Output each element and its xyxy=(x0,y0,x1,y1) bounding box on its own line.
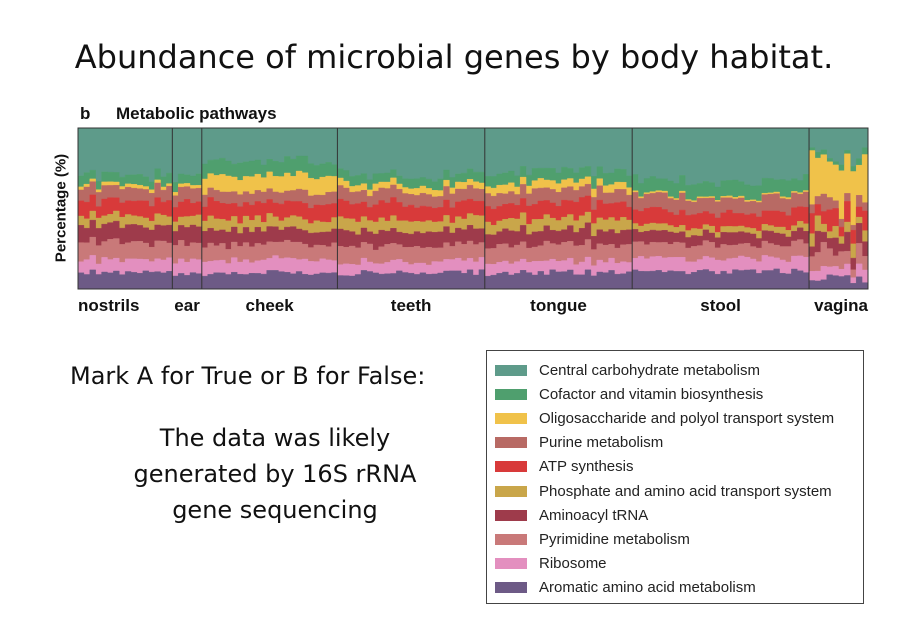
plot-frame xyxy=(77,127,869,290)
slide-title: Abundance of microbial genes by body hab… xyxy=(74,38,834,76)
legend-swatch xyxy=(495,437,527,449)
legend-swatch xyxy=(495,485,527,497)
legend-item: Aminoacyl tRNA xyxy=(487,503,863,527)
legend-item: Central carbohydrate metabolism xyxy=(487,358,863,382)
stacked-area-chart: nostrils ear cheek teeth tongue stool vagina xyxy=(77,127,869,315)
legend-swatch xyxy=(495,582,527,594)
chart-legend: Central carbohydrate metabolism Cofactor… xyxy=(486,350,864,604)
legend-label: Aminoacyl tRNA xyxy=(539,506,649,524)
legend-item: Purine metabolism xyxy=(487,431,863,455)
statement-line-2: generated by 16S rRNA xyxy=(133,460,417,488)
legend-item: ATP synthesis xyxy=(487,455,863,479)
statement-line-1: The data was likely xyxy=(159,424,391,452)
legend-swatch xyxy=(495,558,527,570)
question-text: Mark A for True or B for False: xyxy=(70,362,426,390)
statement-line-3: gene sequencing xyxy=(172,496,378,524)
category-label-ear: ear xyxy=(174,296,200,315)
category-label-cheek: cheek xyxy=(246,296,295,315)
category-label-vagina: vagina xyxy=(814,296,868,315)
legend-swatch xyxy=(495,388,527,400)
category-label-nostrils: nostrils xyxy=(78,296,139,315)
legend-swatch xyxy=(495,533,527,545)
legend-label: Purine metabolism xyxy=(539,434,664,452)
panel-label: b xyxy=(80,104,91,123)
category-label-teeth: teeth xyxy=(391,296,432,315)
legend-label: Phosphate and amino acid transport syste… xyxy=(539,482,832,500)
legend-label: Oligosaccharide and polyol transport sys… xyxy=(539,409,835,427)
series-areas xyxy=(77,127,869,290)
statement-text: The data was likely generated by 16S rRN… xyxy=(85,420,465,528)
category-label-tongue: tongue xyxy=(530,296,587,315)
legend-item: Cofactor and vitamin biosynthesis xyxy=(487,382,863,406)
legend-label: ATP synthesis xyxy=(539,458,634,476)
legend-label: Aromatic amino acid metabolism xyxy=(539,579,756,597)
legend-label: Pyrimidine metabolism xyxy=(539,530,690,548)
chart-title: Metabolic pathways xyxy=(116,104,277,123)
legend-swatch xyxy=(495,412,527,424)
legend-item: Aromatic amino acid metabolism xyxy=(487,576,863,600)
legend-label: Ribosome xyxy=(539,555,607,573)
legend-item: Oligosaccharide and polyol transport sys… xyxy=(487,406,863,430)
legend-item: Ribosome xyxy=(487,552,863,576)
legend-swatch xyxy=(495,364,527,376)
legend-swatch xyxy=(495,461,527,473)
category-label-stool: stool xyxy=(700,296,741,315)
legend-item: Phosphate and amino acid transport syste… xyxy=(487,479,863,503)
legend-label: Central carbohydrate metabolism xyxy=(539,361,760,379)
legend-label: Cofactor and vitamin biosynthesis xyxy=(539,385,764,403)
legend-item: Pyrimidine metabolism xyxy=(487,527,863,551)
legend-swatch xyxy=(495,509,527,521)
